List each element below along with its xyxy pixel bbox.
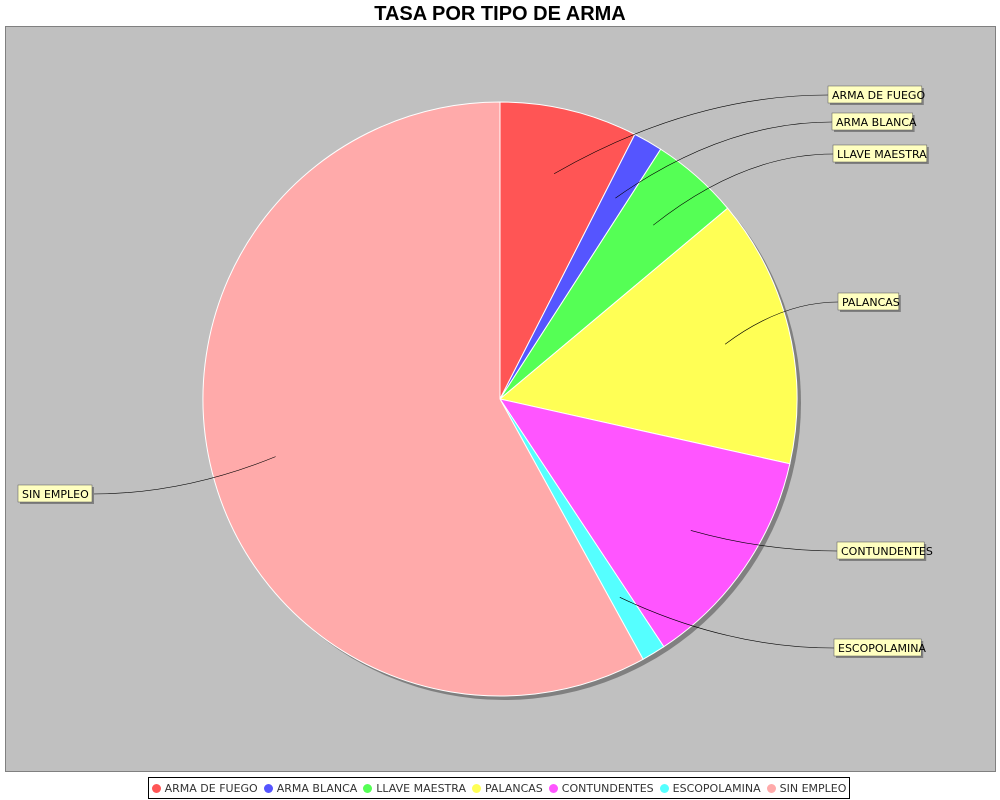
legend-item-arma-blanca: ARMA BLANCA [263,781,358,795]
legend-label: PALANCAS [485,781,543,795]
legend-item-escopolamina: ESCOPOLAMINA [659,781,761,795]
leader-line-palancas [724,301,839,345]
label-box-llave-maestra [832,144,928,163]
legend-label: CONTUNDENTES [561,781,654,795]
label-llave-maestra: LLAVE MAESTRA [837,148,927,161]
leader-line-escopolamina [619,597,835,649]
label-arma-de-fuego: ARMA DE FUEGO [832,89,925,102]
legend-item-llave-maestra: LLAVE MAESTRA [363,782,466,795]
legend-item-contundentes: CONTUNDENTES [548,781,654,795]
label-box-escopolamina [833,638,922,657]
legend-label: ARMA BLANCA [276,781,358,795]
leader-line-llave-maestra [653,153,834,226]
chart-title: TASA POR TIPO DE ARMA [374,3,626,25]
plot-area: ARMA DE FUEGO ARMA BLANCA LLAVE MAESTRA PAL… [5,26,996,772]
legend-swatch [659,783,669,793]
pie-slice-palancas [498,207,798,465]
leader-line-contundentes [690,530,838,552]
legend-item-sin-empleo: SIN EMPLEO [766,781,847,795]
legend-label: SIN EMPLEO [779,781,847,795]
leader-line-arma-blanca [615,121,833,199]
legend-swatch [766,783,776,793]
legend: ARMA DE FUEGO ARMA BLANCA LLAVE MAESTRA PAL… [148,777,850,799]
pie-slice-sin-empleo [202,101,644,697]
legend-label: LLAVE MAESTRA [376,781,466,795]
label-box-palancas [837,292,900,311]
legend-label: ARMA DE FUEGO [164,781,258,795]
label-palancas: PALANCAS [842,296,900,309]
legend-item-arma-de-fuego: ARMA DE FUEGO [151,781,258,795]
label-arma-blanca: ARMA BLANCA [836,116,917,129]
legend-swatch [151,783,161,793]
legend-label: ESCOPOLAMINA [672,781,761,795]
legend-swatch [363,783,373,793]
leader-line-sin-empleo [91,456,276,495]
pie-slice-arma-de-fuego [499,101,636,400]
legend-swatch [548,783,558,793]
label-box-arma-de-fuego [827,85,923,104]
pie-slice-contundentes [498,398,791,648]
label-box-sin-empleo [17,484,93,503]
legend-swatch [263,783,273,793]
label-escopolamina: ESCOPOLAMINA [838,642,926,655]
leader-line-arma-de-fuego [553,94,829,174]
label-box-contundentes [836,541,925,560]
legend-swatch [472,783,481,793]
pie-chart: ARMA DE FUEGO ARMA BLANCA LLAVE MAESTRA PAL… [17,85,933,700]
legend-item-palancas: PALANCAS [472,782,543,795]
label-box-arma-blanca [831,112,913,131]
label-sin-empleo: SIN EMPLEO [22,488,89,501]
label-contundentes: CONTUNDENTES [841,545,933,558]
